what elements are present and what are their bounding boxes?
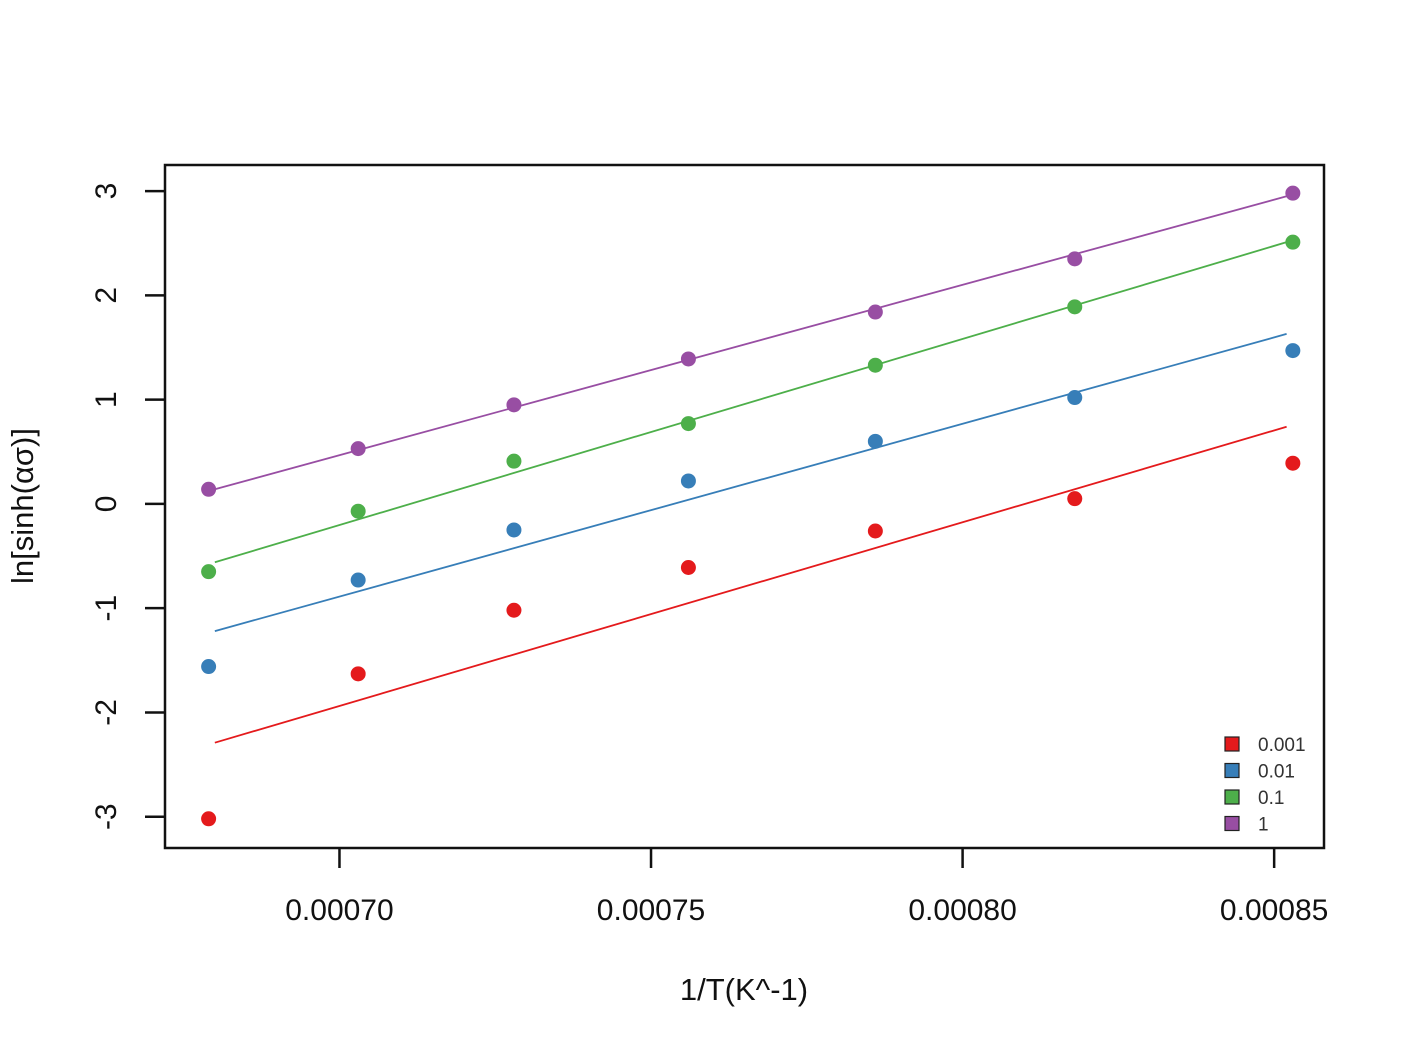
x-tick-label: 0.00085 <box>1220 894 1328 927</box>
data-point <box>867 304 883 320</box>
legend-swatch <box>1224 736 1240 752</box>
data-point <box>1285 455 1301 471</box>
x-axis-title: 1/T(K^-1) <box>680 972 808 1007</box>
data-points <box>201 185 1301 827</box>
y-tick-label: 2 <box>90 287 123 304</box>
data-point <box>1285 234 1301 250</box>
data-point <box>201 659 217 675</box>
plot-frame <box>163 163 1326 850</box>
data-point <box>867 357 883 373</box>
data-point <box>680 560 696 576</box>
y-tick-label: -3 <box>90 803 123 830</box>
data-point <box>350 572 366 588</box>
y-tick-label: -1 <box>90 595 123 622</box>
fit-line-0_1 <box>214 241 1287 564</box>
data-point <box>680 473 696 489</box>
data-point <box>350 441 366 457</box>
fit-line-1 <box>214 195 1287 491</box>
data-point <box>1067 491 1083 507</box>
x-tick-label: 0.00080 <box>908 894 1016 927</box>
data-point <box>1285 343 1301 359</box>
legend-label: 0.01 <box>1258 762 1295 783</box>
y-tick-label: 1 <box>90 391 123 408</box>
data-point <box>506 397 522 413</box>
fit-line-0_001 <box>214 425 1287 744</box>
x-tick-label: 0.00075 <box>597 894 705 927</box>
data-point <box>867 523 883 539</box>
data-point <box>680 351 696 367</box>
legend: 0.001 0.01 0.1 1 <box>1224 735 1306 836</box>
y-tick-label: 0 <box>90 496 123 513</box>
legend-swatch <box>1224 789 1240 805</box>
data-point <box>867 433 883 449</box>
legend-swatch <box>1224 815 1240 832</box>
data-point <box>350 666 366 682</box>
y-tick-label: -2 <box>90 699 123 726</box>
legend-label: 0.001 <box>1258 735 1306 756</box>
y-axis: -3 -2 -1 0 1 2 3 <box>90 183 165 830</box>
data-point <box>1285 185 1301 201</box>
data-point <box>506 602 522 618</box>
x-tick-label: 0.00070 <box>285 894 393 927</box>
data-point <box>201 481 217 497</box>
x-axis: 0.00070 0.00075 0.00080 0.00085 <box>285 848 1328 927</box>
data-point <box>1067 251 1083 267</box>
data-point <box>1067 299 1083 315</box>
fit-lines <box>214 195 1287 744</box>
legend-label: 1 <box>1258 815 1269 836</box>
data-point <box>1067 390 1083 406</box>
data-point <box>680 416 696 432</box>
legend-label: 0.1 <box>1258 788 1284 809</box>
legend-swatch <box>1224 762 1240 779</box>
data-point <box>201 811 217 827</box>
y-tick-label: 3 <box>90 183 123 200</box>
data-point <box>350 503 366 519</box>
fit-line-0_01 <box>214 333 1287 632</box>
y-axis-title: ln[sinh(ασ)] <box>5 428 40 584</box>
data-point <box>506 453 522 469</box>
data-point <box>201 564 217 580</box>
data-point <box>506 522 522 538</box>
